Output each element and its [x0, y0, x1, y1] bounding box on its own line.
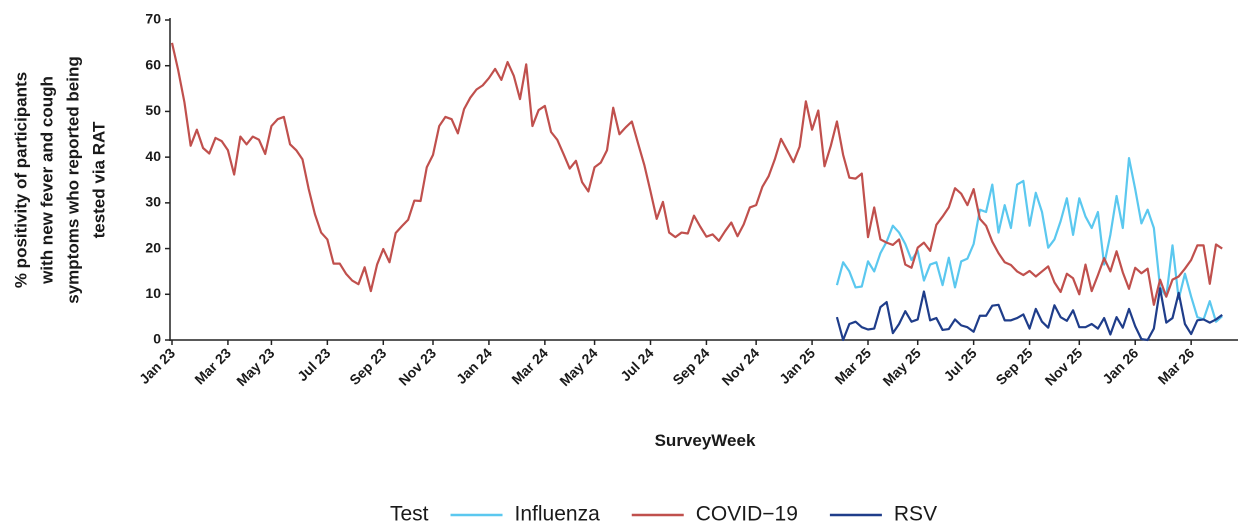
y-tick-label: 20: [145, 239, 161, 255]
y-tick-label: 70: [145, 11, 161, 27]
legend-label: Influenza: [515, 503, 601, 526]
x-tick-label: Jul 24: [617, 345, 657, 385]
x-tick-label: Mar 23: [191, 345, 234, 388]
x-tick-label: Nov 24: [718, 345, 762, 389]
legend-label: RSV: [894, 503, 937, 526]
series-line: [835, 156, 1223, 323]
y-tick-label: 0: [153, 331, 161, 347]
y-axis-title-line: with new fever and cough: [37, 76, 56, 285]
x-tick-label: Mar 26: [1155, 345, 1198, 388]
x-tick-label: Jul 25: [940, 345, 980, 385]
x-tick-label: May 23: [233, 345, 277, 389]
legend-title: Test: [390, 503, 429, 526]
x-tick-label: Jul 23: [294, 345, 334, 385]
y-tick-label: 10: [145, 285, 161, 301]
y-tick-label: 30: [145, 194, 161, 210]
x-tick-label: Sep 25: [992, 345, 1035, 388]
series-line: [170, 42, 1223, 306]
y-axis-title-line: symptoms who reported being: [63, 56, 82, 303]
x-tick-label: Sep 24: [669, 345, 712, 388]
x-tick-label: Jan 26: [1099, 345, 1141, 387]
y-axis-title-line: % positivity of participants: [11, 72, 30, 288]
x-tick-label: May 24: [556, 345, 600, 389]
x-tick-label: Jan 23: [136, 345, 178, 387]
x-tick-label: Sep 23: [346, 345, 389, 388]
x-tick-label: Nov 23: [395, 345, 439, 389]
y-tick-label: 60: [145, 56, 161, 72]
y-tick-label: 50: [145, 102, 161, 118]
x-tick-label: Mar 25: [831, 345, 874, 388]
x-tick-label: May 25: [879, 345, 923, 389]
y-axis-title: % positivity of participants with new fev…: [11, 56, 108, 303]
x-tick-label: Jan 25: [776, 345, 818, 387]
x-tick-label: Nov 25: [1042, 345, 1086, 389]
y-axis-title-line: tested via RAT: [89, 121, 108, 238]
x-axis-title: SurveyWeek: [655, 431, 756, 450]
series-line: [835, 287, 1223, 342]
x-tick-label: Mar 24: [508, 345, 551, 388]
y-tick-label: 40: [145, 148, 161, 164]
legend-label: COVID−19: [696, 503, 798, 526]
x-tick-label: Jan 24: [453, 345, 495, 387]
